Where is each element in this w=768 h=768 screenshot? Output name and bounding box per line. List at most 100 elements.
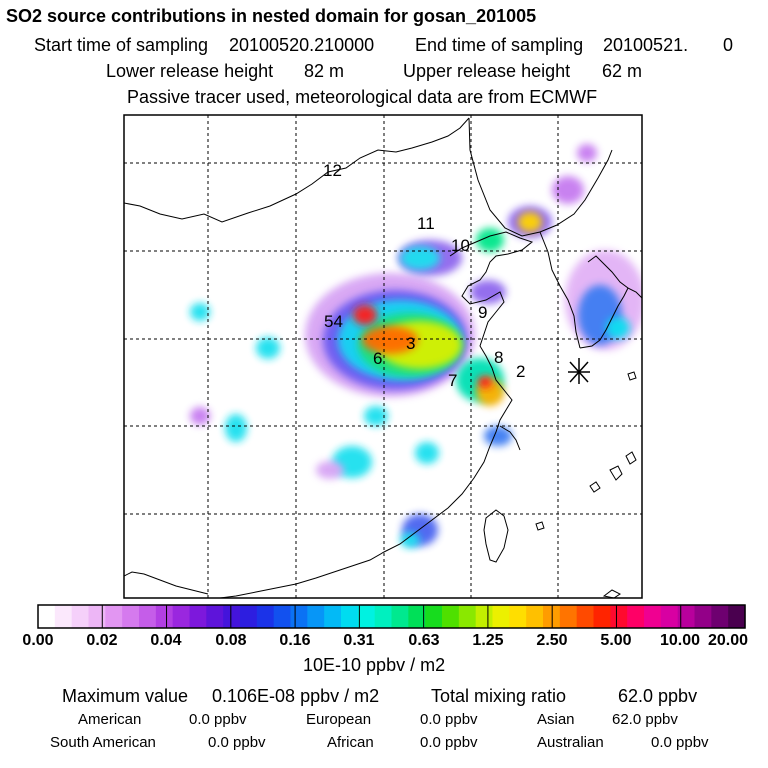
colorbar-segment: [122, 605, 140, 628]
colorbar-segment: [172, 605, 191, 628]
region-name-american: American: [78, 711, 142, 728]
region-label-11: 11: [417, 214, 435, 233]
colorbar-tick-8: 2.50: [536, 632, 568, 649]
colorbar-tick-1: 0.02: [86, 632, 118, 649]
plume-blob: [478, 376, 492, 388]
end-time-value: 20100521.: [603, 35, 689, 55]
colorbar-segment: [610, 605, 628, 628]
region-label-10: 10: [451, 236, 470, 255]
colorbar-segment: [54, 605, 73, 628]
max-value: 0.106E-08 ppbv / m2: [212, 686, 380, 706]
colorbar-segment: [374, 605, 393, 628]
region-label-54: 54: [324, 312, 343, 331]
colorbar-segment: [408, 605, 426, 628]
colorbar-segment: [526, 605, 544, 628]
colorbar: [38, 605, 746, 628]
colorbar-tick-6: 0.63: [408, 632, 440, 649]
colorbar-segment: [139, 605, 157, 628]
colorbar-tick-10: 10.00: [659, 632, 701, 649]
lower-height-value: 82 m: [304, 61, 345, 81]
region-label-3: 3: [406, 334, 415, 353]
upper-height-value: 62 m: [602, 61, 643, 81]
map-frame: [123, 114, 643, 599]
region-label-2: 2: [516, 362, 525, 381]
colorbar-segment: [71, 605, 90, 628]
colorbar-tick-7: 1.25: [472, 632, 504, 649]
colorbar-segment: [38, 605, 56, 628]
region-label-6: 6: [373, 349, 382, 368]
data-source-note: Passive tracer used, meteorological data…: [127, 87, 598, 107]
region-value-australian: 0.0 ppbv: [651, 734, 709, 751]
plume-blob: [552, 176, 584, 204]
colorbar-tick-5: 0.31: [343, 632, 375, 649]
plume-blob: [400, 532, 420, 548]
colorbar-segment: [475, 605, 494, 628]
region-label-8: 8: [494, 348, 503, 367]
region-name-australian: Australian: [537, 734, 604, 751]
region-name-european: European: [306, 711, 372, 728]
lat-lon-grid: [124, 115, 642, 598]
colorbar-units: 10E-10 ppbv / m2: [303, 655, 446, 675]
lower-height-label: Lower release height: [106, 61, 274, 81]
coastlines: [124, 117, 642, 598]
region-label-7: 7: [448, 371, 457, 390]
colorbar-segment: [442, 605, 460, 628]
colorbar-segment: [576, 605, 595, 628]
colorbar-segment: [711, 605, 729, 628]
plume-blob: [606, 317, 630, 339]
colorbar-segment: [155, 605, 174, 628]
colorbar-segment: [391, 605, 409, 628]
colorbar-tick-3: 0.08: [215, 632, 247, 649]
colorbar-segment: [627, 605, 645, 628]
colorbar-segment: [256, 605, 275, 628]
region-name-asian: Asian: [537, 711, 575, 728]
colorbar-segment: [189, 605, 207, 628]
plume-blob: [316, 461, 344, 479]
plume-blob: [190, 407, 210, 425]
colorbar-segment: [458, 605, 477, 628]
region-value-south-american: 0.0 ppbv: [208, 734, 266, 751]
plume-blob: [415, 442, 439, 464]
end-time-value-2: 0: [723, 35, 734, 55]
colorbar-segment: [644, 605, 662, 628]
plume-blob: [577, 144, 597, 162]
plume-blob: [470, 280, 506, 304]
colorbar-tick-0: 0.00: [22, 632, 54, 649]
start-time-value: 20100520.210000: [229, 35, 375, 55]
colorbar-segment: [88, 605, 106, 628]
colorbar-segment: [677, 605, 696, 628]
start-time-label: Start time of sampling: [34, 35, 209, 55]
colorbar-segment: [273, 605, 292, 628]
colorbar-segment: [593, 605, 611, 628]
region-name-south-american: South American: [50, 734, 156, 751]
plume-blob: [190, 303, 210, 321]
colorbar-segment: [105, 605, 123, 628]
colorbar-tick-9: 5.00: [600, 632, 632, 649]
total-mixing-value: 62.0 ppbv: [618, 686, 698, 706]
colorbar-frame: [37, 604, 746, 629]
colorbar-segment: [324, 605, 342, 628]
region-label-12: 12: [323, 161, 342, 180]
plume-blob: [353, 305, 377, 325]
colorbar-segment: [240, 605, 258, 628]
region-name-african: African: [327, 734, 374, 751]
colorbar-segment: [728, 605, 746, 628]
colorbar-segment: [559, 605, 578, 628]
upper-height-label: Upper release height: [403, 61, 571, 81]
colorbar-segment: [492, 605, 510, 628]
plume-blob: [362, 326, 418, 354]
colorbar-segment: [307, 605, 325, 628]
plume-blob: [518, 212, 542, 232]
colorbar-tick-4: 0.16: [279, 632, 311, 649]
plume-blob: [364, 406, 388, 426]
colorbar-segment: [290, 605, 308, 628]
concentration-field: [190, 144, 642, 548]
colorbar-segment: [341, 605, 359, 628]
region-label-9: 9: [478, 303, 487, 322]
colorbar-segment: [660, 605, 679, 628]
plume-blob: [400, 246, 440, 270]
colorbar-tick-11: 20.00: [707, 632, 749, 649]
colorbar-segment: [694, 605, 712, 628]
total-mixing-label: Total mixing ratio: [431, 686, 567, 706]
